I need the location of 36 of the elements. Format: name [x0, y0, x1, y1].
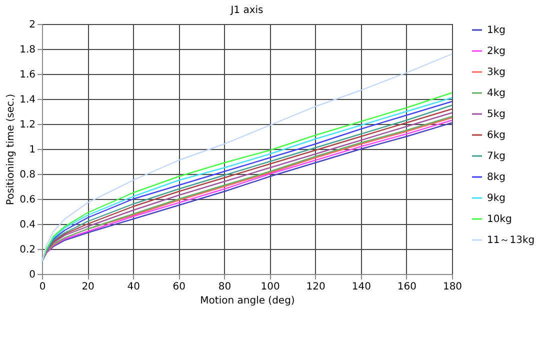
x-tick-label: 60: [172, 282, 186, 292]
x-tick-label: 80: [218, 282, 232, 292]
legend-label: 6kg: [487, 130, 506, 141]
x-tick-label: 180: [442, 282, 462, 292]
chart-title: J1 axis: [230, 5, 264, 16]
legend-label: 4kg: [487, 88, 506, 99]
y-tick-label: 1: [29, 144, 36, 156]
y-tick-label: 2: [29, 20, 36, 30]
x-tick-label: 20: [82, 282, 94, 292]
legend-label: 5kg: [487, 109, 506, 120]
line-series: [41, 53, 453, 262]
x-tick-label: 160: [397, 282, 416, 292]
y-tick-label: 1.2: [20, 120, 36, 130]
legend-label: 2kg: [487, 46, 506, 57]
legend-label: 9kg: [487, 193, 506, 204]
legend-label: 1kg: [487, 25, 506, 36]
x-tick-label: 100: [260, 282, 280, 292]
y-tick-label: 0.4: [20, 220, 36, 230]
legend-label: 8kg: [487, 172, 506, 183]
x-tick-label: 140: [352, 282, 371, 292]
x-tick-label: 120: [306, 282, 326, 292]
y-tick-label: 0.8: [20, 170, 36, 180]
y-tick-label: 0: [29, 270, 36, 280]
y-tick-label: 0.6: [20, 194, 36, 206]
legend-label: 10kg: [487, 214, 512, 225]
x-tick-label: 40: [127, 282, 140, 292]
legend-label: 3kg: [487, 67, 506, 78]
legend-label: 11～13kg: [487, 235, 535, 246]
y-tick-label: 1.8: [20, 44, 36, 56]
y-axis-title: Positioning time (sec.): [6, 94, 17, 206]
x-tick-label: 0: [39, 282, 46, 292]
x-axis-title: Motion angle (deg): [200, 296, 295, 306]
y-tick-label: 1.4: [20, 94, 36, 106]
y-tick-label: 0.2: [20, 244, 36, 256]
legend-label: 7kg: [487, 151, 506, 162]
y-tick-label: 1.6: [20, 70, 36, 80]
